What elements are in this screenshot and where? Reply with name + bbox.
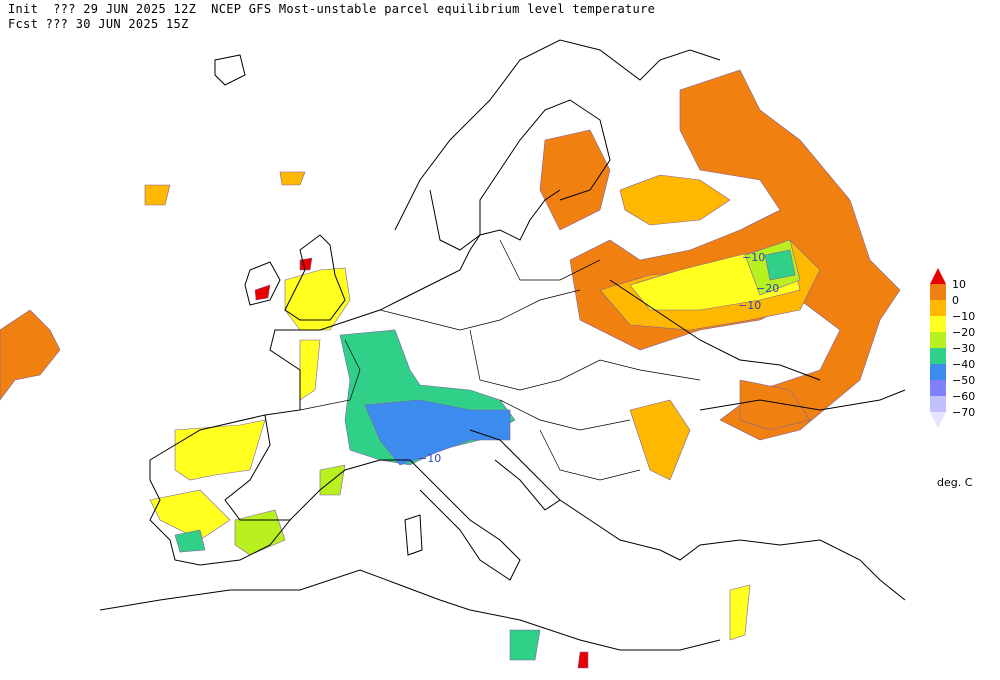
legend-swatch [930,380,946,396]
legend-swatch [930,396,946,412]
legend-label: −60 [952,390,975,403]
legend-label: −30 [952,342,975,355]
field-area [539,129,611,231]
legend-swatch [930,268,946,284]
field-area [174,419,266,481]
field-area [619,174,731,226]
header-line: Init ??? 29 JUN 2025 12Z NCEP GFS Most-u… [8,2,656,16]
field-area [364,399,511,466]
contour-label: −10 [418,452,441,465]
coastlines [99,39,906,651]
field-area [729,584,751,641]
field-area [149,489,231,541]
field-area [284,267,351,331]
legend-units: deg. C [937,476,973,489]
legend-label: −50 [952,374,975,387]
field-area [299,257,313,271]
field-area [739,379,811,431]
legend-label: −40 [952,358,975,371]
header-line: Fcst ??? 30 JUN 2025 15Z [8,17,189,31]
legend-label: −10 [952,310,975,323]
field-area [0,309,61,401]
legend-swatch [930,332,946,348]
field-area [174,529,206,553]
field-area [629,399,691,481]
borders [299,239,701,481]
field-area [234,509,286,556]
legend-label: 10 [952,278,966,291]
legend-label: −20 [952,326,975,339]
field-area [509,629,541,661]
field-area [299,339,321,401]
field-area [279,171,306,186]
legend-swatch [930,412,946,428]
legend-swatch [930,300,946,316]
field-area [144,184,171,206]
legend-swatch [930,284,946,300]
legend-swatch [930,348,946,364]
field-area [764,249,796,281]
legend-label: −70 [952,406,975,419]
field-area [569,69,901,441]
field-areas [0,69,901,669]
legend-swatch [930,316,946,332]
contour-label: −10 [742,251,765,264]
field-area [577,651,589,669]
contour-label: −10 [738,299,761,312]
contour-label: −20 [756,282,779,295]
field-area [254,284,271,301]
legend-swatch [930,364,946,380]
legend-label: 0 [952,294,959,307]
